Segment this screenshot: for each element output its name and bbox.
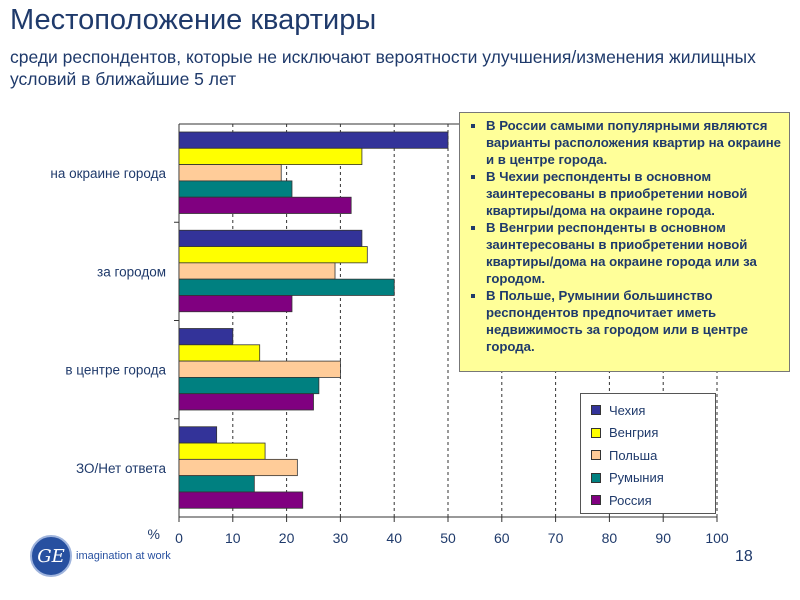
slide-title: Местоположение квартиры <box>10 4 377 36</box>
legend-label: Венгрия <box>609 425 659 441</box>
bar-Чехия <box>178 229 363 247</box>
x-tick-label: 20 <box>279 530 295 546</box>
bar-Польша <box>178 458 298 477</box>
bar-Россия <box>178 196 352 214</box>
commentary-box: В России самыми популярными являются вар… <box>459 112 790 372</box>
x-tick-label: 0 <box>175 530 183 546</box>
x-tick-label: 10 <box>225 530 241 546</box>
legend-item: Румыния <box>591 467 715 490</box>
bar-Румыния <box>178 180 293 198</box>
legend-item: Польша <box>591 444 715 467</box>
bar-Венгрия <box>178 442 266 460</box>
page-number: 18 <box>735 548 753 565</box>
legend-swatch <box>591 472 601 483</box>
x-tick-label: 60 <box>494 530 510 546</box>
bar-Чехия <box>178 426 218 444</box>
legend-label: Чехия <box>609 402 646 418</box>
bar-Румыния <box>178 475 255 493</box>
bar-Чехия <box>178 131 449 149</box>
x-axis-label: % <box>148 526 160 542</box>
ge-monogram-icon: GE <box>30 535 72 577</box>
category-label: ЗО/Нет ответа <box>76 461 167 476</box>
category-label: в центре города <box>65 363 166 378</box>
x-tick-label: 40 <box>386 530 402 546</box>
note-item: В России самыми популярными являются вар… <box>486 117 785 168</box>
x-tick-label: 100 <box>705 530 729 546</box>
bar-Польша <box>178 360 341 378</box>
legend-swatch <box>591 405 601 416</box>
note-item: В Польше, Румынии большинство респондент… <box>486 287 785 355</box>
legend-label: Румыния <box>609 470 664 486</box>
chart-legend: Чехия Венгрия Польша Румыния Россия <box>580 393 716 514</box>
ge-logo: GE imagination at work <box>30 535 171 577</box>
note-item: В Венгрии респонденты в основном заинтер… <box>486 219 785 287</box>
legend-item: Венгрия <box>591 422 715 445</box>
x-tick-label: 50 <box>440 530 456 546</box>
category-label: на окраине города <box>50 166 166 181</box>
bar-Россия <box>178 295 293 313</box>
legend-item: Россия <box>591 489 715 512</box>
x-tick-label: 90 <box>655 530 671 546</box>
x-tick-label: 30 <box>333 530 349 546</box>
bar-Россия <box>178 393 314 411</box>
bar-Польша <box>178 164 282 182</box>
legend-item: Чехия <box>591 399 715 422</box>
legend-swatch <box>591 450 601 461</box>
x-tick-label: 80 <box>602 530 618 546</box>
legend-label: Польша <box>609 447 658 463</box>
bar-Венгрия <box>178 246 368 264</box>
bar-Россия <box>178 491 304 509</box>
bar-Венгрия <box>178 147 363 166</box>
slide-subtitle: среди респондентов, которые не исключают… <box>10 47 756 89</box>
x-tick-label: 70 <box>548 530 564 546</box>
logo-tagline: imagination at work <box>76 550 171 562</box>
category-label: за городом <box>97 264 166 279</box>
bar-Румыния <box>178 278 395 296</box>
bar-Венгрия <box>178 344 261 362</box>
legend-swatch <box>591 495 601 506</box>
bar-Румыния <box>178 376 320 395</box>
bar-Польша <box>178 262 336 280</box>
bar-Чехия <box>178 328 234 346</box>
note-item: В Чехии респонденты в основном заинтерес… <box>486 168 785 219</box>
legend-label: Россия <box>609 492 652 508</box>
legend-swatch <box>591 427 601 438</box>
